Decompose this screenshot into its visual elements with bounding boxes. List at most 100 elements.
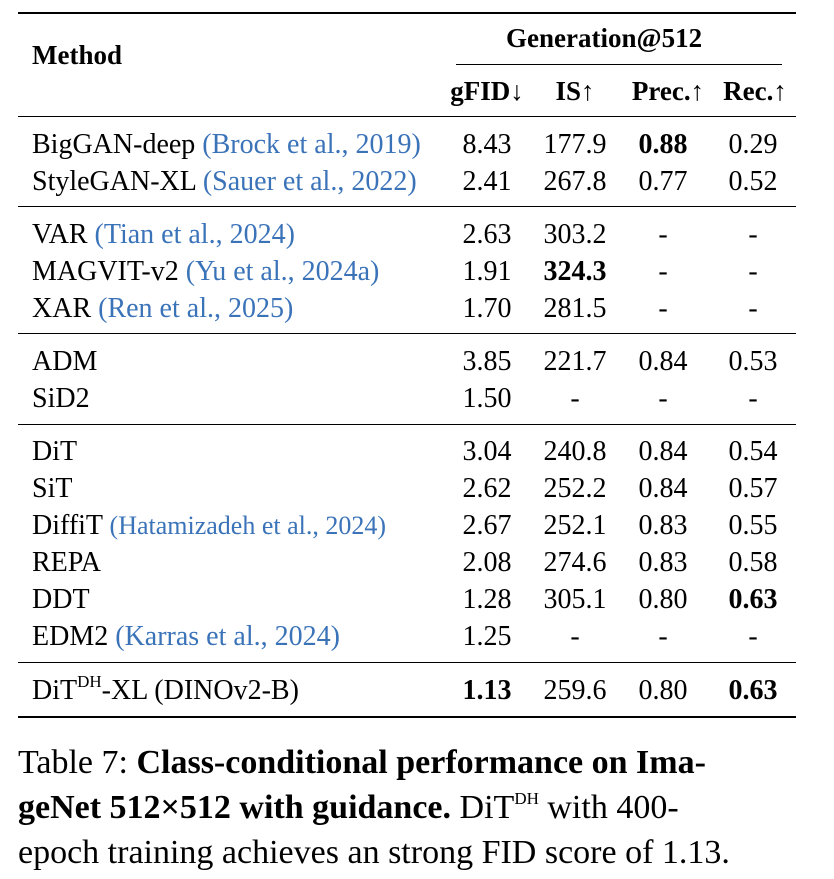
rec-cell: -	[748, 383, 758, 414]
gfid-cell: 1.25	[462, 621, 512, 652]
table-caption: Table 7: Class-conditional performance o…	[18, 740, 818, 875]
header-rec: Rec.↑	[723, 76, 787, 106]
is-cell: 221.7	[543, 346, 607, 377]
gfid-cell: 2.63	[462, 219, 512, 250]
prec-cell: 0.84	[638, 473, 688, 504]
group-rule-3	[18, 424, 796, 425]
method-cell-ours: DiTDH-XL (DINOv2-B)	[32, 671, 299, 706]
group-rule-4	[18, 662, 796, 663]
gfid-cell: 2.08	[462, 547, 512, 578]
rec-cell: -	[748, 293, 758, 324]
method-cell: DDT	[32, 584, 90, 615]
gfid-cell: 2.62	[462, 473, 512, 504]
rec-cell: -	[748, 256, 758, 287]
citation-link[interactable]: Karras et al.	[124, 621, 261, 652]
rec-cell: 0.52	[728, 166, 778, 197]
header-rule	[18, 116, 796, 117]
method-cell: DiT	[32, 436, 78, 467]
header-prec: Prec.↑	[631, 76, 705, 106]
method-cell: VAR (Tian et al., 2024)	[32, 219, 295, 250]
top-rule	[18, 12, 796, 14]
method-cell: EDM2 (Karras et al., 2024)	[32, 621, 340, 652]
gfid-cell: 2.67	[462, 510, 512, 541]
gfid-cell: 8.43	[462, 129, 512, 160]
rec-cell: 0.29	[728, 129, 778, 160]
bottom-rule	[18, 716, 796, 718]
method-cell: BigGAN-deep (Brock et al., 2019)	[32, 129, 421, 160]
prec-cell: -	[658, 383, 668, 414]
is-cell: 177.9	[543, 129, 607, 160]
method-cell: SiD2	[32, 383, 90, 414]
header-method: Method	[32, 40, 122, 70]
citation-year-link[interactable]: 2024	[274, 621, 331, 652]
prec-cell: -	[658, 219, 668, 250]
is-cell: 274.6	[543, 547, 607, 578]
citation-year-link[interactable]: 2022	[351, 166, 408, 197]
is-cell: 303.2	[543, 219, 607, 250]
citation-link[interactable]: Ren et al.	[107, 293, 214, 324]
citation-link[interactable]: Sauer et al.	[212, 166, 338, 197]
is-cell: 305.1	[543, 584, 607, 615]
is-cell: 252.2	[543, 473, 607, 504]
gfid-cell: 1.50	[462, 383, 512, 414]
caption-line-2: geNet 512×512 with guidance. DiTDH with …	[18, 788, 679, 826]
method-cell: XAR (Ren et al., 2025)	[32, 293, 294, 324]
rec-cell: 0.54	[728, 436, 778, 467]
citation-year-link[interactable]: 2019	[355, 129, 412, 160]
is-cell: -	[570, 383, 580, 414]
prec-cell: 0.77	[638, 166, 688, 197]
group-rule-1	[18, 206, 796, 207]
caption-line-1: Table 7: Class-conditional performance o…	[18, 744, 706, 781]
citation-year-link[interactable]: 2024	[229, 219, 286, 250]
prec-cell: 0.83	[638, 547, 688, 578]
group-underline	[456, 64, 782, 65]
prec-cell: 0.80	[638, 675, 688, 706]
is-cell: 267.8	[543, 166, 607, 197]
prec-cell: -	[658, 256, 668, 287]
citation-year-link[interactable]: 2024	[325, 511, 378, 540]
method-cell: DiffiT (Hatamizadeh et al., 2024)	[32, 510, 387, 541]
prec-cell: 0.88	[638, 129, 688, 160]
prec-cell: 0.84	[638, 436, 688, 467]
citation-link[interactable]: Yu et al.	[195, 256, 288, 287]
gfid-cell: 3.85	[462, 346, 512, 377]
is-cell: -	[570, 621, 580, 652]
is-cell: 240.8	[543, 436, 607, 467]
group-rule-2	[18, 333, 796, 334]
rec-cell: -	[748, 621, 758, 652]
gfid-cell: 2.41	[462, 166, 512, 197]
citation-link[interactable]: Hatamizadeh et al.	[118, 511, 313, 540]
method-cell: SiT	[32, 473, 73, 504]
rec-cell: 0.58	[728, 547, 778, 578]
rec-cell: -	[748, 219, 758, 250]
citation-year-link[interactable]: 2025	[227, 293, 284, 324]
method-cell: StyleGAN-XL (Sauer et al., 2022)	[32, 166, 417, 197]
gfid-cell: 1.13	[462, 675, 512, 706]
header-is: IS↑	[555, 76, 595, 106]
prec-cell: -	[658, 621, 668, 652]
is-cell: 324.3	[543, 256, 607, 287]
prec-cell: -	[658, 293, 668, 324]
is-cell: 252.1	[543, 510, 607, 541]
header-group: Generation@512	[506, 23, 703, 53]
gfid-cell: 1.70	[462, 293, 512, 324]
rec-cell: 0.53	[728, 346, 778, 377]
citation-year-link[interactable]: 2024a	[301, 256, 371, 287]
citation-link[interactable]: Brock et al.	[211, 129, 342, 160]
method-cell: ADM	[32, 346, 98, 377]
gfid-cell: 3.04	[462, 436, 512, 467]
method-cell: MAGVIT-v2 (Yu et al., 2024a)	[32, 256, 380, 287]
rec-cell: 0.57	[728, 473, 778, 504]
caption-label: Table 7:	[18, 744, 128, 781]
method-cell: REPA	[32, 547, 102, 578]
rec-cell: 0.63	[728, 675, 778, 706]
prec-cell: 0.83	[638, 510, 688, 541]
is-cell: 281.5	[543, 293, 607, 324]
header-gfid: gFID↓	[450, 76, 524, 106]
rec-cell: 0.55	[728, 510, 778, 541]
is-cell: 259.6	[543, 675, 607, 706]
rec-cell: 0.63	[728, 584, 778, 615]
citation-link[interactable]: Tian et al.	[103, 219, 216, 250]
gfid-cell: 1.91	[462, 256, 512, 287]
caption-line-3: epoch training achieves an strong FID sc…	[18, 834, 730, 871]
